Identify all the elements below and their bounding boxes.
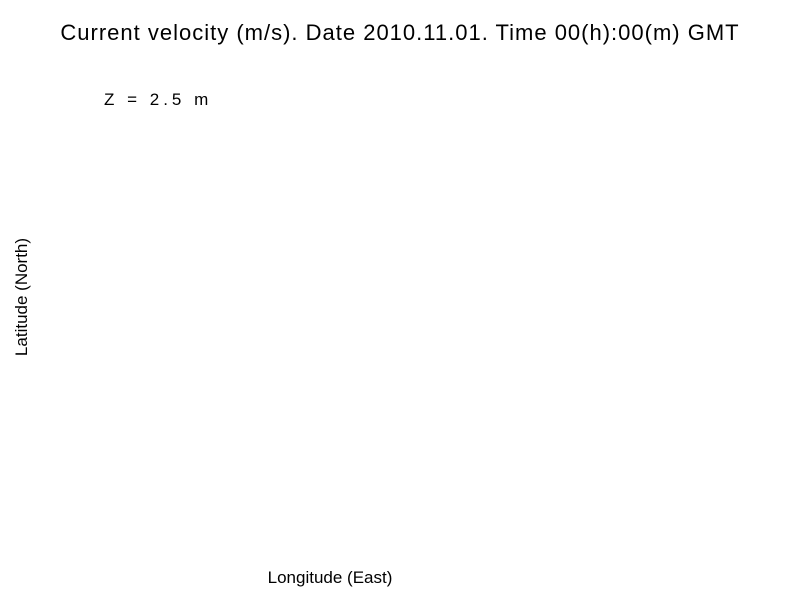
plot-title: Current velocity (m/s). Date 2010.11.01.… [60, 20, 740, 45]
colorbar [733, 58, 748, 533]
depth-annotation: Z = 2.5 m [104, 90, 213, 109]
x-axis-label: Longitude (East) [267, 568, 393, 587]
y-axis-label: Latitude (North) [12, 237, 31, 357]
